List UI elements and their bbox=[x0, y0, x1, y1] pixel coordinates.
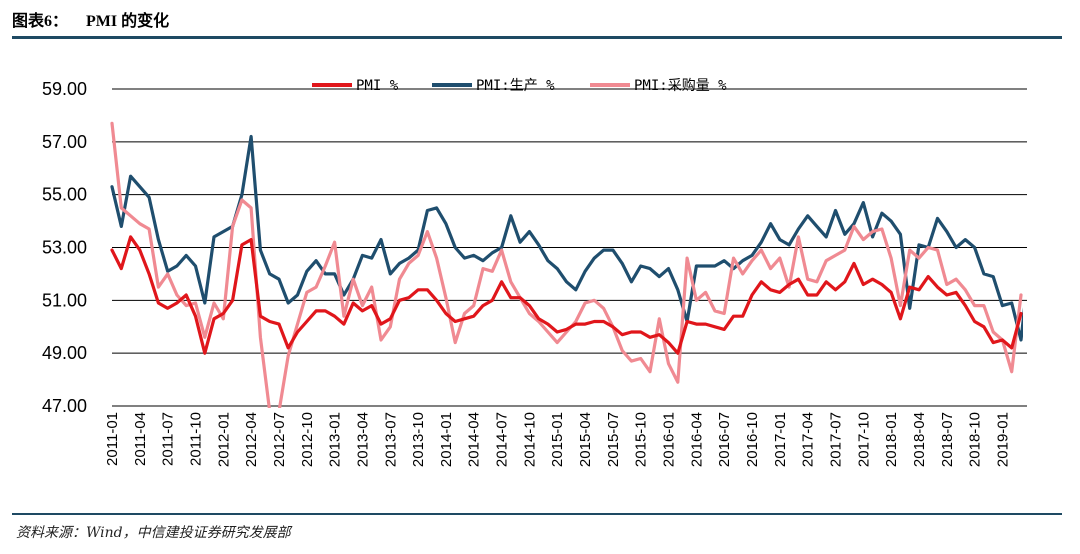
gridlines bbox=[112, 88, 1027, 407]
x-tick-label: 2013-10 bbox=[410, 412, 427, 467]
legend-label: PMI % bbox=[356, 78, 399, 94]
x-tick-label: 2017-04 bbox=[800, 412, 817, 467]
y-tick-label: 57.00 bbox=[42, 132, 87, 152]
x-tick-label: 2018-01 bbox=[883, 412, 900, 467]
x-tick-label: 2017-07 bbox=[827, 412, 844, 467]
figure-label: 图表6： bbox=[12, 13, 69, 30]
x-tick-label: 2015-07 bbox=[605, 412, 622, 467]
x-tick-label: 2012-07 bbox=[271, 412, 288, 467]
x-tick-label: 2012-01 bbox=[215, 412, 232, 467]
top-rule bbox=[12, 36, 1062, 39]
series-line-1 bbox=[110, 134, 1023, 342]
x-tick-label: 2015-10 bbox=[633, 412, 650, 467]
x-tick-label: 2013-07 bbox=[382, 412, 399, 467]
y-tick-label: 55.00 bbox=[42, 185, 87, 205]
figure-title: PMI 的变化 bbox=[86, 13, 170, 30]
x-tick-label: 2011-01 bbox=[104, 412, 121, 466]
x-tick-label: 2011-04 bbox=[132, 412, 149, 466]
figure-title-bar: 图表6： PMI 的变化 bbox=[12, 4, 169, 34]
series-line-2 bbox=[110, 121, 1023, 408]
y-tick-label: 51.00 bbox=[42, 290, 87, 310]
series-lines bbox=[110, 121, 1023, 408]
x-tick-label: 2015-04 bbox=[577, 412, 594, 467]
bottom-rule bbox=[12, 513, 1062, 515]
x-tick-label: 2012-10 bbox=[299, 412, 316, 467]
y-tick-label: 49.00 bbox=[42, 343, 87, 363]
y-tick-label: 59.00 bbox=[42, 79, 87, 99]
x-tick-label: 2015-01 bbox=[549, 412, 566, 467]
x-tick-label: 2011-10 bbox=[187, 412, 204, 466]
series-line-0 bbox=[110, 235, 1023, 355]
x-tick-label: 2018-07 bbox=[939, 412, 956, 467]
legend: PMI % PMI:生产 % PMI:采购量 % bbox=[312, 78, 727, 94]
x-tick-label: 2017-10 bbox=[855, 412, 872, 467]
y-tick-label: 53.00 bbox=[42, 238, 87, 258]
x-tick-label: 2013-01 bbox=[327, 412, 344, 467]
x-tick-label: 2017-01 bbox=[772, 412, 789, 467]
x-tick-label: 2014-07 bbox=[494, 412, 511, 467]
x-tick-label: 2014-10 bbox=[521, 412, 538, 467]
x-tick-label: 2014-01 bbox=[438, 412, 455, 467]
x-tick-label: 2019-01 bbox=[994, 412, 1011, 467]
y-tick-label: 47.00 bbox=[42, 396, 87, 416]
x-tick-label: 2016-01 bbox=[661, 412, 678, 467]
x-tick-label: 2016-10 bbox=[744, 412, 761, 467]
x-tick-label: 2014-04 bbox=[466, 412, 483, 467]
x-tick-label: 2013-04 bbox=[354, 412, 371, 467]
x-tick-label: 2016-04 bbox=[688, 412, 705, 467]
x-tick-label: 2012-04 bbox=[243, 412, 260, 467]
x-tick-label: 2016-07 bbox=[716, 412, 733, 467]
legend-label: PMI:生产 % bbox=[476, 78, 555, 94]
x-tick-label: 2018-10 bbox=[967, 412, 984, 467]
y-axis-ticks: 47.00 49.00 51.00 53.00 55.00 57.00 59.00 bbox=[42, 79, 87, 416]
x-tick-label: 2011-07 bbox=[160, 412, 177, 466]
x-axis-ticks: 2011-01 2011-04 2011-07 2011-10 2012-01 2012-… bbox=[104, 412, 1011, 467]
legend-label: PMI:采购量 % bbox=[634, 78, 727, 94]
source-note: 资料来源：Wind，中信建投证券研究发展部 bbox=[16, 525, 291, 541]
x-tick-label: 2018-04 bbox=[911, 412, 928, 467]
